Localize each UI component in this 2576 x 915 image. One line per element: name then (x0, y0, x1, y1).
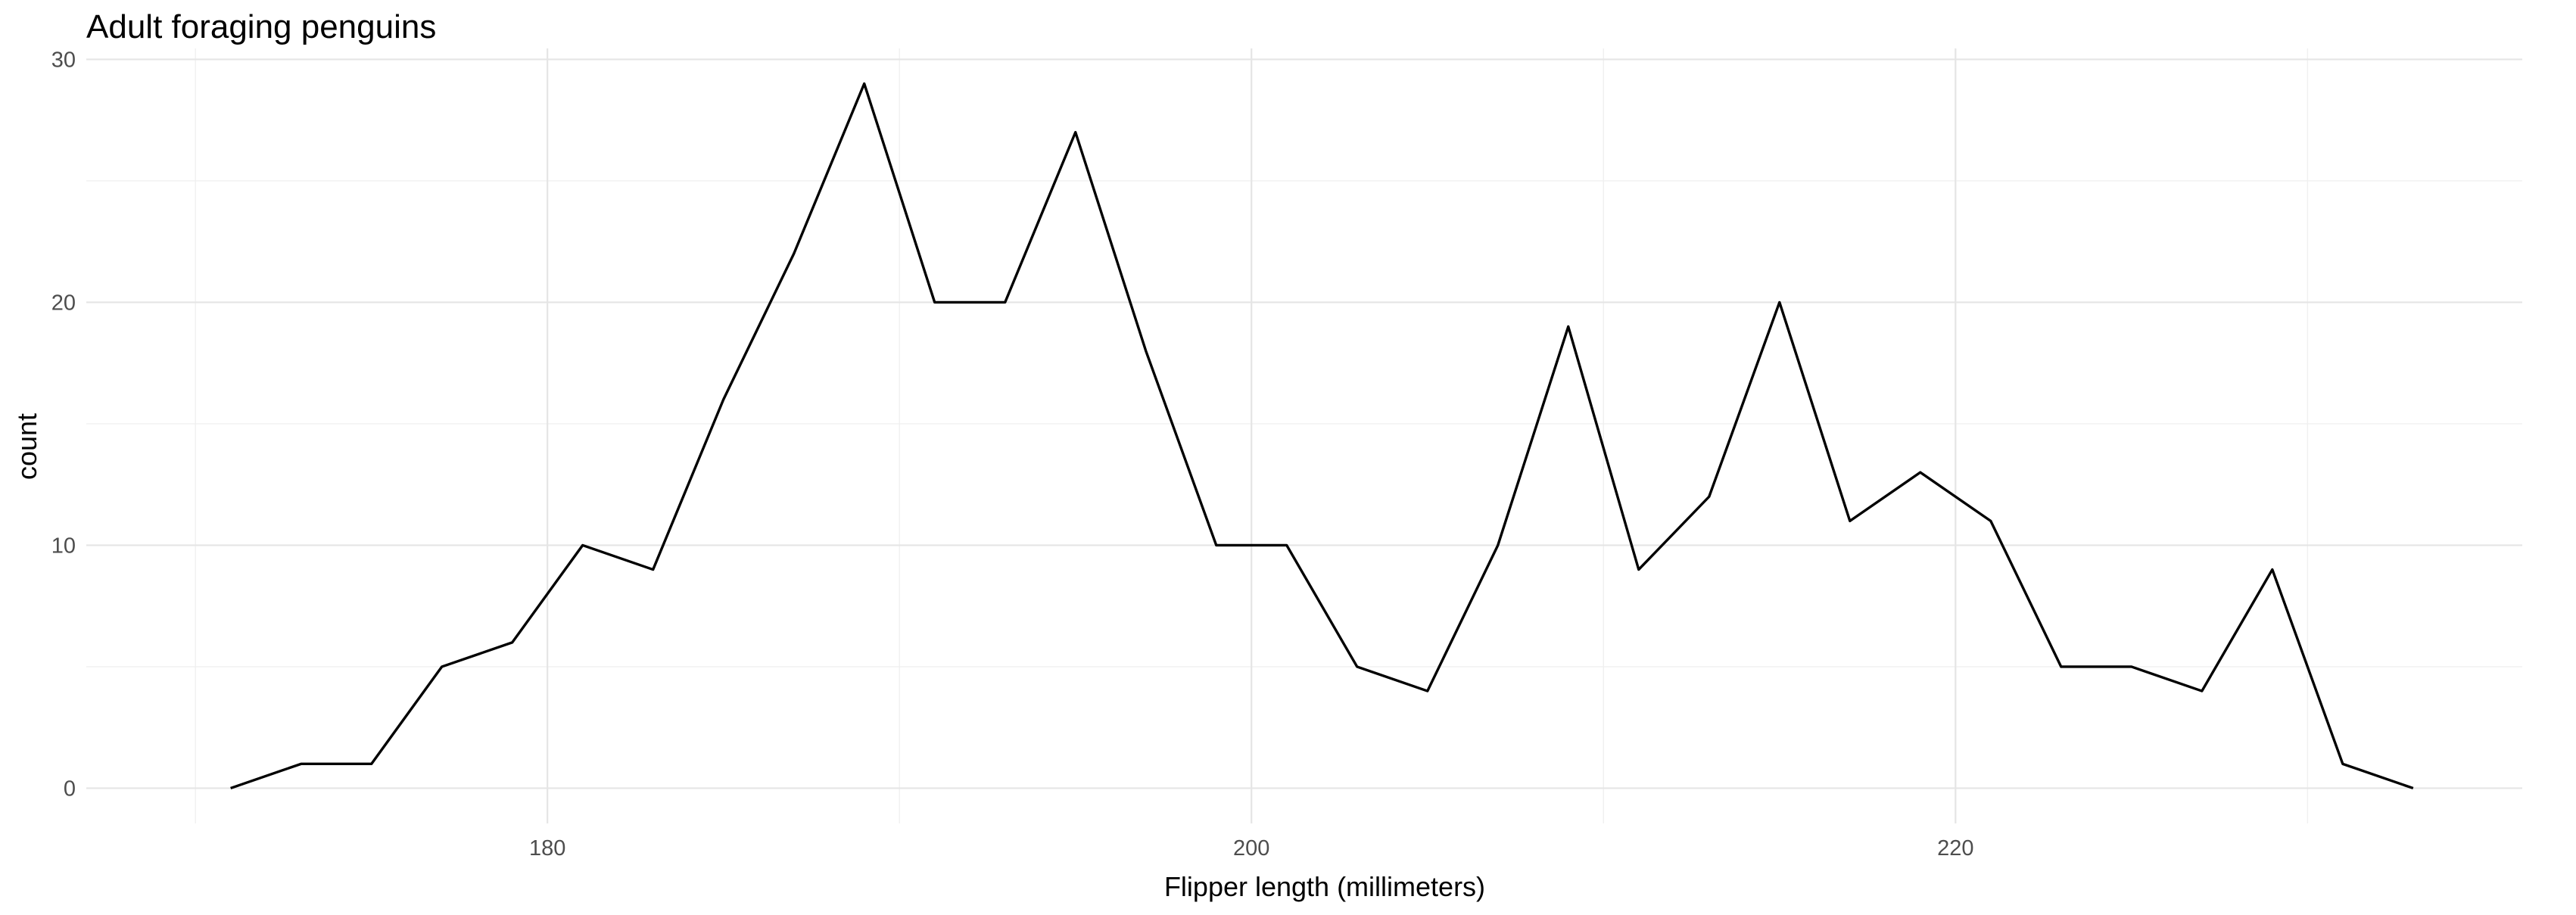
x-tick-label: 200 (1233, 836, 1269, 861)
minor-gridlines (86, 48, 2522, 823)
major-gridlines (86, 48, 2522, 823)
x-tick-label: 220 (1937, 836, 1973, 861)
x-tick-label: 180 (529, 836, 565, 861)
y-tick-label: 30 (51, 48, 76, 72)
x-tick-labels: 180 200 220 (529, 836, 1974, 861)
y-tick-labels: 0 10 20 30 (51, 48, 76, 801)
x-axis-title: Flipper length (millimeters) (1164, 871, 1485, 902)
y-tick-label: 10 (51, 534, 76, 558)
series-group (230, 82, 2414, 790)
y-tick-label: 0 (64, 777, 76, 801)
chart-title: Adult foraging penguins (86, 8, 436, 45)
frequency-polygon-line (230, 82, 2414, 790)
y-axis-title: count (11, 413, 42, 480)
y-tick-label: 20 (51, 291, 76, 315)
